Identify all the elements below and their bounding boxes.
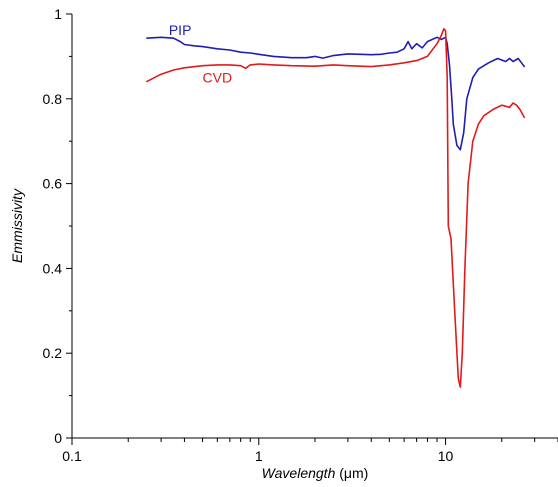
series-label-pip: PIP — [169, 22, 192, 38]
y-tick-label: 0.4 — [43, 260, 63, 276]
axis-ticks: 0 0.2 0.4 0.6 0.8 1 0.1 1 10 — [43, 6, 558, 464]
series-layer: PIP CVD — [145, 22, 526, 388]
x-tick-label: 10 — [438, 448, 454, 464]
y-tick-label: 0.8 — [43, 91, 63, 107]
y-tick-label: 0 — [54, 430, 62, 446]
y-tick-label: 0.6 — [43, 176, 63, 192]
series-line-pip — [146, 36, 526, 151]
y-axis-label: Emmissivity — [9, 188, 25, 263]
x-axis-label-name: Wavelength — [262, 465, 336, 481]
x-tick-label: 0.1 — [62, 448, 82, 464]
y-tick-label: 1 — [54, 6, 62, 22]
axes — [71, 14, 558, 439]
x-tick-label: 1 — [255, 448, 263, 464]
x-axis-label: Wavelength (μm) — [262, 465, 369, 481]
series-label-cvd: CVD — [203, 70, 233, 86]
series-line-cvd — [145, 28, 526, 388]
x-axis-label-unit: (μm) — [335, 465, 368, 481]
y-tick-label: 0.2 — [43, 345, 63, 361]
